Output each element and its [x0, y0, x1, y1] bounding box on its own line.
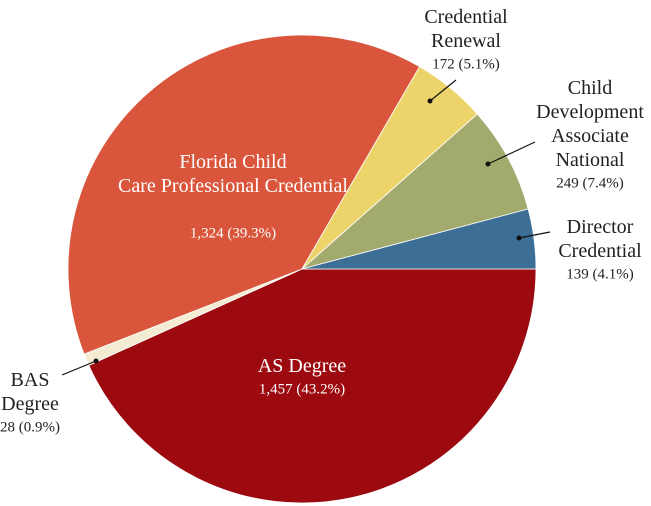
- value-label: 28 (0.9%): [0, 419, 60, 435]
- leader-line: [61, 360, 97, 376]
- value-label: 139 (4.1%): [566, 266, 634, 282]
- slice-label: BAS Degree: [1, 369, 59, 415]
- slice-label: Credential Renewal: [424, 6, 508, 52]
- pie-slice: [301, 113, 529, 270]
- value-label: 249 (7.4%): [556, 175, 624, 191]
- label-line: Care Professional Credential: [118, 175, 348, 197]
- slice-label: Director Credential: [558, 216, 642, 262]
- leader-dot: [427, 98, 433, 104]
- pie-slice: [67, 34, 421, 355]
- pie-slice: [301, 208, 537, 270]
- label-line: Renewal: [431, 30, 501, 52]
- label-line: Development: [536, 101, 644, 123]
- label-line: AS Degree: [258, 355, 346, 377]
- value-label: 1,324 (39.3%): [190, 225, 276, 241]
- label-line: Credential: [424, 6, 508, 28]
- value-label: 1,457 (43.2%): [259, 381, 345, 397]
- leader-line: [429, 79, 457, 102]
- label-line: Florida Child: [179, 151, 286, 173]
- label-line: BAS: [11, 369, 50, 391]
- slice-label: Florida Child Care Professional Credentia…: [118, 151, 348, 197]
- leader-dot: [93, 358, 99, 364]
- label-line: Degree: [1, 393, 59, 415]
- label-line: Director: [567, 216, 634, 238]
- pie-slice: [88, 268, 537, 504]
- leader-line: [518, 231, 551, 239]
- leader-dot: [485, 161, 491, 167]
- leader-dot: [516, 235, 522, 241]
- slice-label: AS Degree: [258, 355, 346, 377]
- value-label: 172 (5.1%): [432, 56, 500, 72]
- slice-label: Child Development Associate National: [536, 77, 644, 171]
- label-line: National: [556, 149, 625, 171]
- label-line: Child: [568, 77, 612, 99]
- label-line: Credential: [558, 240, 642, 262]
- leader-line: [487, 141, 536, 165]
- label-line: Associate: [551, 125, 629, 147]
